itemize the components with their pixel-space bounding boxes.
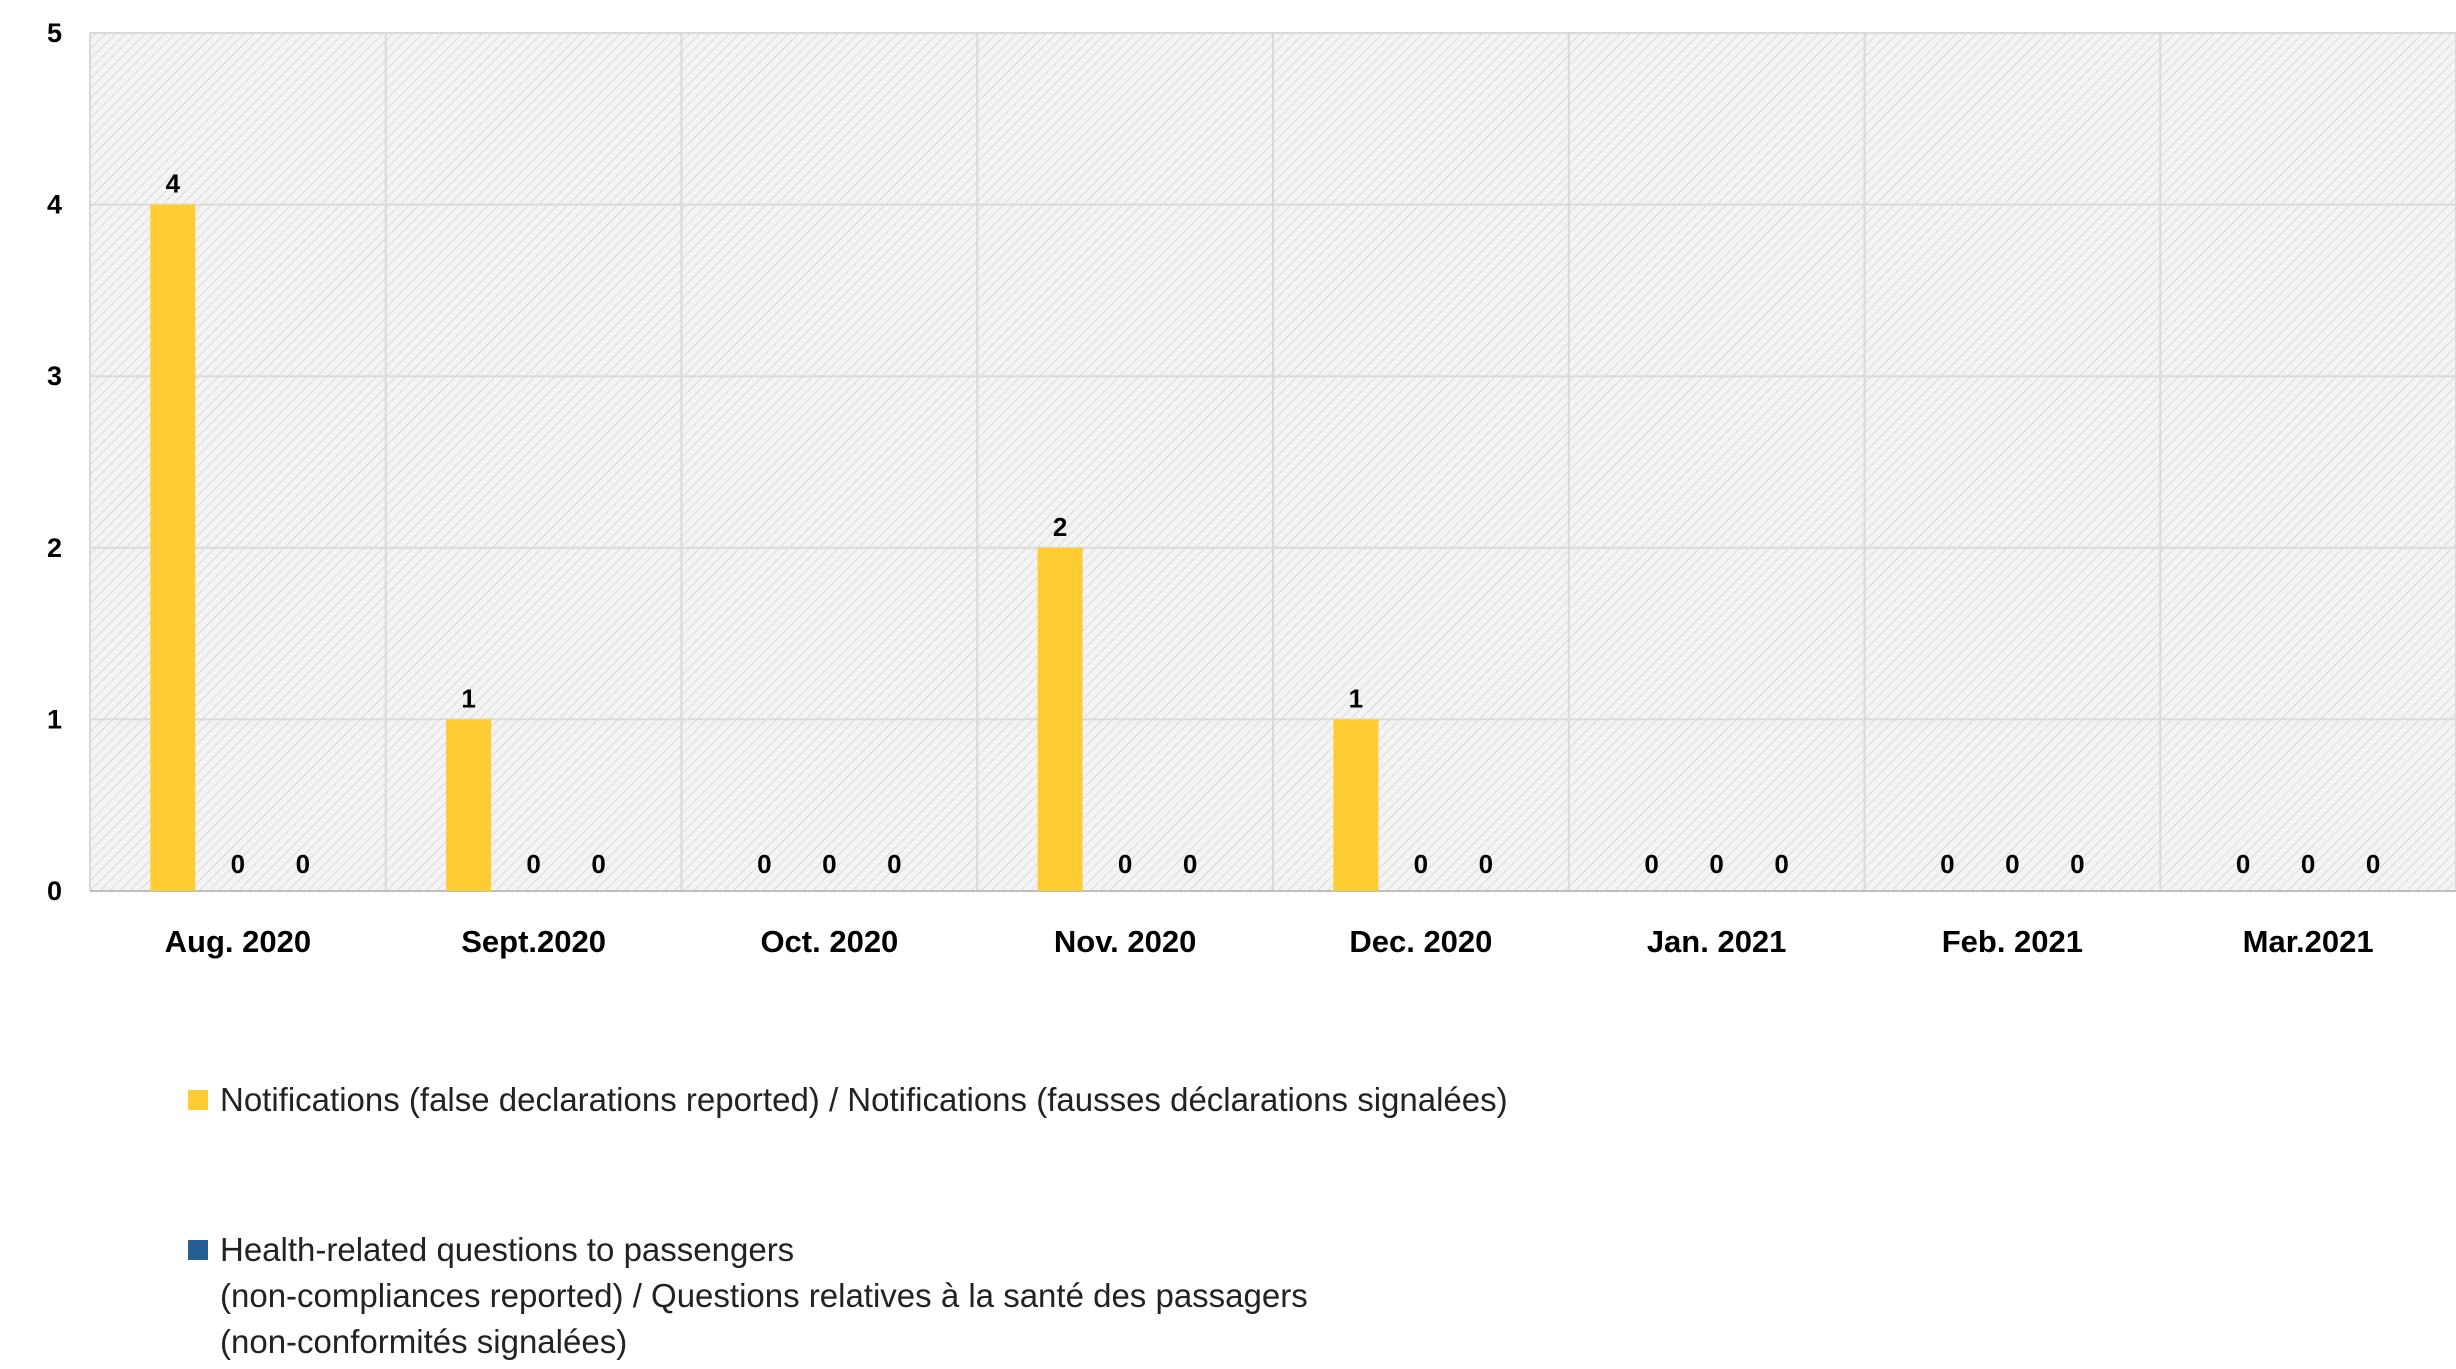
data-label: 0 (822, 849, 836, 879)
data-label: 0 (2005, 849, 2019, 879)
data-label: 0 (2301, 849, 2315, 879)
legend-swatch-health-questions (188, 1240, 208, 1260)
data-label: 1 (1349, 683, 1363, 713)
data-label: 0 (2236, 849, 2250, 879)
x-tick-label: Feb. 2021 (1942, 924, 2083, 959)
data-label: 2 (1053, 512, 1067, 542)
y-tick-label: 3 (47, 361, 62, 391)
data-label: 0 (1940, 849, 1954, 879)
data-label: 0 (1479, 849, 1493, 879)
y-tick-label: 2 (47, 533, 62, 563)
data-label: 0 (1644, 849, 1658, 879)
data-label: 0 (887, 849, 901, 879)
data-label: 0 (757, 849, 771, 879)
x-tick-label: Oct. 2020 (760, 924, 898, 959)
data-label: 0 (1183, 849, 1197, 879)
bar-series-1 (150, 204, 196, 892)
data-label: 1 (461, 683, 475, 713)
data-label: 0 (526, 849, 540, 879)
data-label: 0 (1709, 849, 1723, 879)
x-tick-label: Aug. 2020 (165, 924, 311, 959)
data-label: 0 (2366, 849, 2380, 879)
y-tick-label: 5 (47, 18, 62, 48)
y-tick-label: 1 (47, 704, 62, 734)
legend-item-health-questions: Health-related questions to passengers (… (188, 1227, 1308, 1365)
x-tick-label: Jan. 2021 (1647, 924, 1787, 959)
y-tick-label: 0 (47, 876, 62, 906)
data-label: 0 (2070, 849, 2084, 879)
x-tick-label: Mar.2021 (2243, 924, 2374, 959)
legend-label-notifications: Notifications (false declarations report… (220, 1081, 1508, 1118)
bar-series-1 (1037, 547, 1083, 891)
data-label: 0 (1774, 849, 1788, 879)
x-tick-label: Nov. 2020 (1054, 924, 1196, 959)
legend-swatch-notifications (188, 1090, 208, 1110)
data-label: 0 (1118, 849, 1132, 879)
y-tick-label: 4 (47, 190, 62, 220)
bar-series-1 (446, 719, 492, 891)
bar-series-1 (1333, 719, 1379, 891)
x-tick-label: Sept.2020 (461, 924, 606, 959)
data-label: 4 (166, 169, 181, 199)
legend-label-health-questions: Health-related questions to passengers (… (220, 1231, 1308, 1360)
legend-item-notifications: Notifications (false declarations report… (188, 1077, 1508, 1123)
data-label: 0 (591, 849, 605, 879)
data-label: 0 (296, 849, 310, 879)
x-tick-label: Dec. 2020 (1349, 924, 1492, 959)
data-label: 0 (1414, 849, 1428, 879)
data-label: 0 (231, 849, 245, 879)
